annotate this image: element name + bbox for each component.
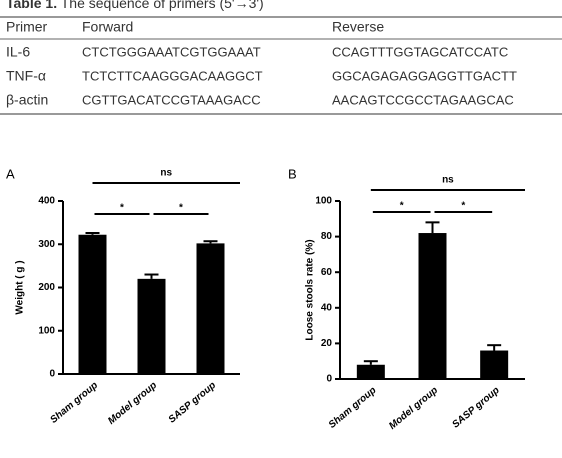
table-cell: TNF-α (6, 68, 46, 84)
y-tick-label: 100 (38, 325, 55, 336)
y-tick-label: 20 (321, 338, 333, 349)
table-cell: CTCTGGGAAATCGTGGAAAT (82, 44, 261, 59)
x-tick-label: Sham group (48, 380, 100, 426)
table-caption: Table 1. The sequence of primers (5'→3') (6, 0, 264, 11)
table-header-cell: Reverse (332, 19, 384, 35)
bar (356, 364, 385, 379)
table-cell: AACAGTCCGCCTAGAAGCAC (332, 92, 514, 107)
table-cell: GGCAGAGAGGAGGTTGACTT (332, 68, 517, 83)
y-tick-label: 40 (321, 302, 333, 313)
y-tick-label: 0 (326, 374, 332, 385)
y-tick-label: 200 (38, 282, 55, 293)
bar (480, 350, 509, 379)
y-tick-label: 0 (49, 369, 55, 380)
y-tick-label: 300 (38, 239, 55, 250)
y-tick-label: 400 (38, 196, 55, 207)
table-header-cell: Primer (6, 19, 48, 35)
y-axis-label: Weight ( g ) (15, 260, 26, 314)
table-header-cell: Forward (82, 19, 133, 35)
caption-text: The sequence of primers (5'→3') (61, 0, 264, 11)
x-tick-label: Model group (106, 380, 159, 427)
y-tick-label: 80 (321, 231, 333, 242)
significance-label: * (120, 203, 124, 214)
table-cell: TCTCTTCAAGGGACAAGGCT (82, 68, 263, 83)
y-axis-label: Loose stools rate (%) (305, 239, 316, 340)
y-tick-label: 100 (315, 196, 332, 207)
bar (196, 243, 225, 374)
table-cell: β-actin (6, 92, 48, 108)
table-cell: IL-6 (6, 44, 30, 60)
x-tick-label: SASP group (450, 385, 501, 431)
significance-label: * (461, 201, 465, 212)
table-cell: CCAGTTTGGTAGCATCCATC (332, 44, 508, 59)
significance-label: ns (442, 175, 454, 186)
bar (137, 278, 166, 374)
y-tick-label: 60 (321, 267, 333, 278)
x-tick-label: Model group (387, 385, 440, 432)
significance-label: ns (160, 168, 172, 179)
bar (418, 233, 447, 379)
x-tick-label: SASP group (167, 380, 218, 426)
table-cell: CGTTGACATCCGTAAAGACC (82, 92, 261, 107)
caption-label: Table 1. (6, 0, 57, 11)
significance-label: * (400, 201, 404, 212)
bar (78, 234, 107, 374)
significance-label: * (179, 203, 183, 214)
panel-label: A (6, 166, 15, 181)
panel-label: B (288, 166, 297, 181)
x-tick-label: Sham group (327, 385, 379, 431)
